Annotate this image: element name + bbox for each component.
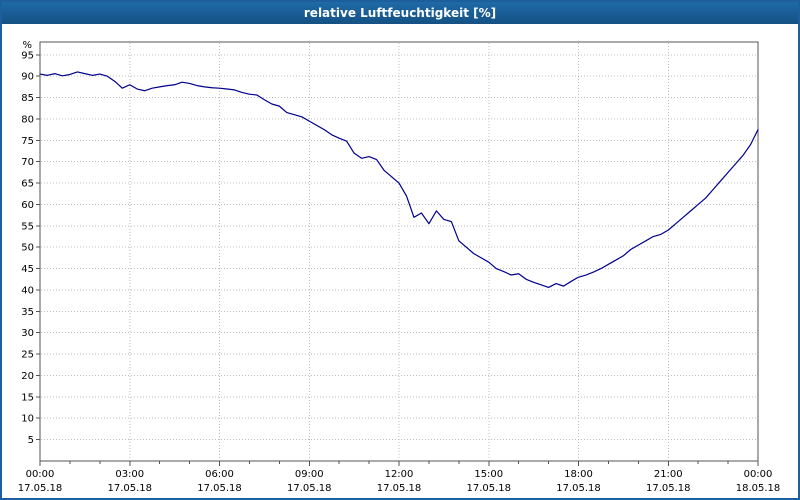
y-tick-label: 80	[21, 114, 34, 125]
y-axis-unit-label: %	[22, 40, 32, 51]
x-tick-date-label: 17.05.18	[556, 483, 601, 494]
x-tick-date-label: 18.05.18	[736, 483, 781, 494]
chart-area: 5 10 15 20 25 30 35 40 45 50 55 60 65 70 75 80 85 90 95% 00…	[2, 24, 798, 498]
y-tick-label: 20	[21, 371, 34, 382]
y-tick-label: 55	[21, 221, 34, 232]
window-title: relative Luftfeuchtigkeit [%]	[303, 6, 497, 20]
x-tick-date-label: 17.05.18	[107, 483, 152, 494]
y-tick-label: 50	[21, 243, 34, 254]
x-tick-time-label: 21:00	[654, 469, 683, 480]
x-tick-date-label: 17.05.18	[197, 483, 242, 494]
y-tick-label: 60	[21, 200, 34, 211]
x-tick-time-label: 00:00	[744, 469, 773, 480]
x-tick-time-label: 06:00	[205, 469, 234, 480]
plot-background	[40, 42, 758, 461]
x-tick-time-label: 12:00	[385, 469, 414, 480]
y-tick-label: 15	[21, 392, 34, 403]
y-tick-label: 30	[21, 328, 34, 339]
y-tick-label: 75	[21, 136, 34, 147]
x-tick-date-label: 17.05.18	[466, 483, 511, 494]
x-tick-date-label: 17.05.18	[287, 483, 332, 494]
x-tick-time-label: 15:00	[474, 469, 503, 480]
y-tick-label: 45	[21, 264, 34, 275]
y-tick-label: 70	[21, 157, 34, 168]
humidity-series-line	[39, 71, 759, 289]
y-tick-label: 90	[21, 72, 34, 83]
x-tick-date-label: 17.05.18	[18, 483, 63, 494]
y-tick-label: 65	[21, 179, 34, 190]
x-tick-time-label: 09:00	[295, 469, 324, 480]
humidity-line-chart: 5 10 15 20 25 30 35 40 45 50 55 60 65 70 75 80 85 90 95% 00…	[18, 40, 781, 494]
x-tick-time-label: 03:00	[115, 469, 144, 480]
x-tick-date-label: 17.05.18	[377, 483, 422, 494]
y-tick-label: 85	[21, 93, 34, 104]
x-tick-time-label: 00:00	[26, 469, 55, 480]
y-tick-label: 35	[21, 307, 34, 318]
y-tick-label: 40	[21, 285, 34, 296]
y-tick-label: 10	[21, 414, 34, 425]
y-tick-label: 5	[28, 435, 34, 446]
title-bar[interactable]: relative Luftfeuchtigkeit [%]	[2, 2, 798, 24]
y-tick-label: 95	[21, 50, 34, 61]
x-tick-date-label: 17.05.18	[646, 483, 691, 494]
y-tick-label: 25	[21, 350, 34, 361]
x-tick-time-label: 18:00	[564, 469, 593, 480]
